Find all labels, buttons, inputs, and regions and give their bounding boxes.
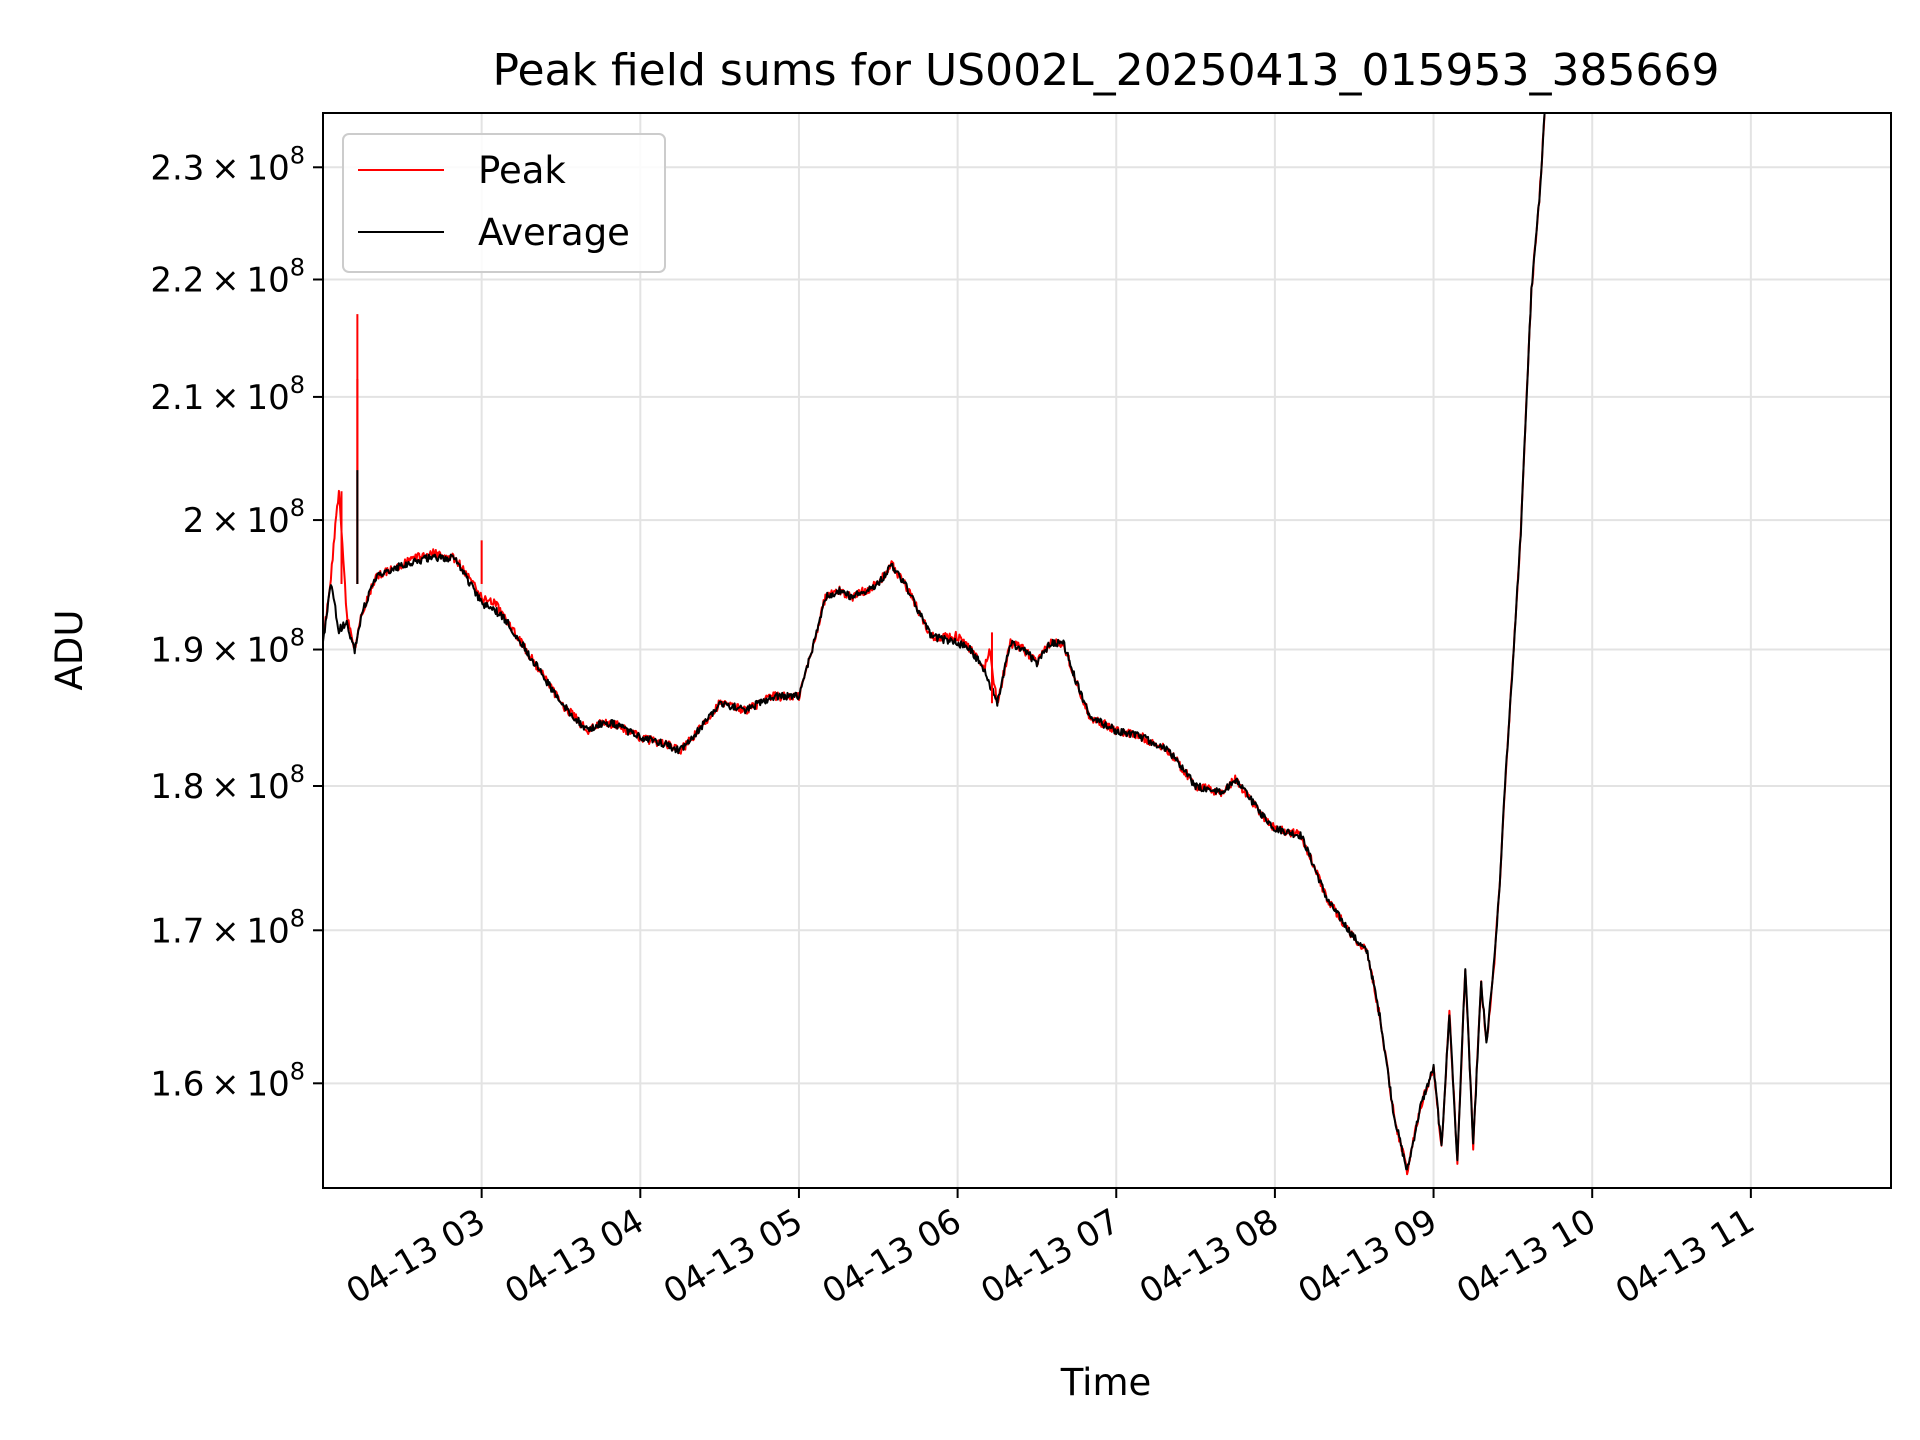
y-tick-mantissa: 2.3 × 10 — [150, 148, 289, 188]
y-tick-mantissa: 2 × 10 — [183, 501, 290, 541]
y-tick-label: 1.9 × 108 — [150, 624, 305, 671]
y-axis-label: ADU — [48, 610, 91, 691]
y-tick-mantissa: 2.1 × 10 — [150, 378, 289, 418]
y-tick-label: 1.7 × 108 — [150, 904, 305, 951]
legend: Peak Average — [342, 133, 666, 273]
y-tick-exponent: 8 — [290, 760, 305, 788]
y-tick-exponent: 8 — [290, 494, 305, 522]
y-tick-mantissa: 1.6 × 10 — [150, 1064, 289, 1104]
y-tick-exponent: 8 — [290, 253, 305, 281]
y-tick-label: 1.6 × 108 — [150, 1057, 305, 1104]
y-tick-exponent: 8 — [290, 1057, 305, 1085]
series-area — [323, 113, 1574, 1176]
y-tick-exponent: 8 — [290, 141, 305, 169]
y-tick-exponent: 8 — [290, 371, 305, 399]
legend-label-average: Average — [478, 211, 630, 254]
chart-title: Peak field sums for US002L_20250413_0159… — [493, 45, 1720, 96]
legend-box — [342, 133, 666, 273]
y-tick-label: 2.1 × 108 — [150, 371, 305, 418]
y-tick-exponent: 8 — [290, 624, 305, 652]
y-tick-exponent: 8 — [290, 904, 305, 932]
y-tick-mantissa: 1.9 × 10 — [150, 631, 289, 671]
series-line-average — [323, 113, 1574, 1171]
y-tick-label: 2.3 × 108 — [150, 141, 305, 188]
x-axis-label: Time — [1060, 1361, 1152, 1404]
y-tick-label: 2.2 × 108 — [150, 253, 305, 300]
legend-label-peak: Peak — [478, 149, 566, 192]
y-tick-mantissa: 1.8 × 10 — [150, 767, 289, 807]
y-tick-label: 2 × 108 — [183, 494, 305, 541]
y-tick-mantissa: 2.2 × 10 — [150, 260, 289, 300]
y-tick-mantissa: 1.7 × 10 — [150, 911, 289, 951]
y-tick-label: 1.8 × 108 — [150, 760, 305, 807]
